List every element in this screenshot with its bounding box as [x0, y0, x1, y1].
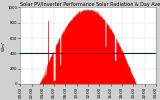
- Y-axis label: W/m²: W/m²: [2, 40, 6, 51]
- Text: Solar PV/Inverter Performance Solar Radiation & Day Average per Minute: Solar PV/Inverter Performance Solar Radi…: [20, 2, 160, 7]
